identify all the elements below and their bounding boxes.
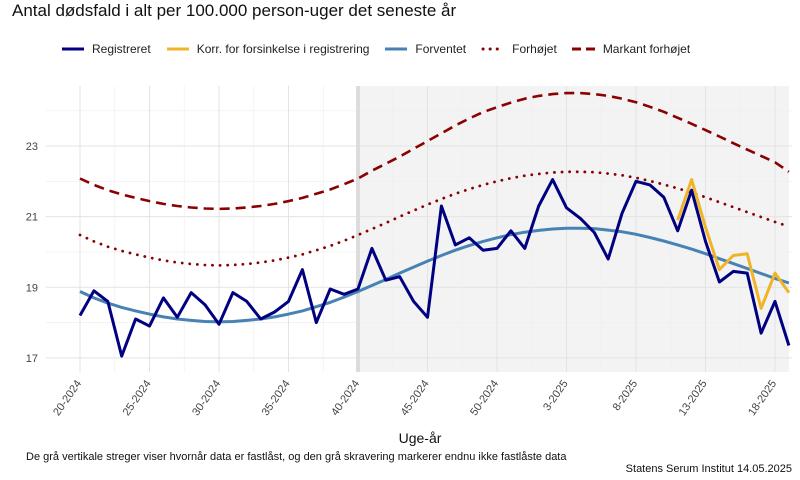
x-tick-label: 30-2024 bbox=[190, 378, 223, 418]
y-tick-label: 19 bbox=[26, 282, 38, 294]
legend-item-forhoejet: Forhøjet bbox=[480, 42, 557, 56]
legend-swatch-forventet bbox=[385, 47, 408, 51]
x-tick-label: 3-2025 bbox=[541, 378, 570, 413]
legend-item-registreret: Registreret bbox=[60, 42, 151, 56]
chart-caption: De grå vertikale streger viser hvornår d… bbox=[26, 451, 567, 463]
legend-item-markant-forhoejet: Markant forhøjet bbox=[571, 42, 690, 56]
legend-label-forhoejet: Forhøjet bbox=[512, 42, 557, 56]
series-korrigeret bbox=[676, 178, 791, 310]
x-tick-label: 35-2024 bbox=[260, 378, 293, 418]
y-tick-label: 21 bbox=[26, 212, 38, 224]
x-tick-label: 50-2024 bbox=[468, 378, 501, 418]
legend-swatch-markant-forhoejet bbox=[571, 47, 596, 51]
series-registreret bbox=[78, 178, 791, 358]
x-tick-label: 13-2025 bbox=[677, 378, 710, 418]
legend-label-markant-forhoejet: Markant forhøjet bbox=[602, 42, 691, 56]
chart-title: Antal dødsfald i alt per 100.000 person-… bbox=[12, 1, 457, 20]
series-forhoejet bbox=[78, 170, 791, 267]
x-axis-label: Uge-år bbox=[398, 430, 442, 446]
y-tick-label: 17 bbox=[26, 353, 38, 365]
legend: Registreret Korr. for forsinkelse i regi… bbox=[60, 42, 704, 56]
x-tick-label: 18-2025 bbox=[746, 378, 779, 418]
x-tick-label: 20-2024 bbox=[51, 378, 84, 418]
legend-item-forventet: Forventet bbox=[383, 42, 466, 56]
series-markant-forhoejet bbox=[79, 91, 790, 211]
legend-label-registreret: Registreret bbox=[92, 42, 151, 56]
source-credit: Statens Serum Institut 14.05.2025 bbox=[625, 463, 792, 475]
legend-label-korrigeret: Korr. for forsinkelse i registrering bbox=[196, 42, 370, 56]
x-tick-label: 8-2025 bbox=[611, 378, 640, 413]
legend-swatch-registreret bbox=[62, 47, 84, 51]
x-tick-label: 40-2024 bbox=[329, 378, 362, 418]
x-tick-label: 45-2024 bbox=[399, 378, 432, 418]
legend-label-forventet: Forventet bbox=[415, 42, 467, 56]
y-tick-label: 23 bbox=[26, 141, 38, 153]
x-tick-label: 25-2024 bbox=[121, 378, 154, 418]
legend-swatch-korrigeret bbox=[166, 47, 189, 51]
legend-item-korrigeret: Korr. for forsinkelse i registrering bbox=[165, 42, 370, 56]
